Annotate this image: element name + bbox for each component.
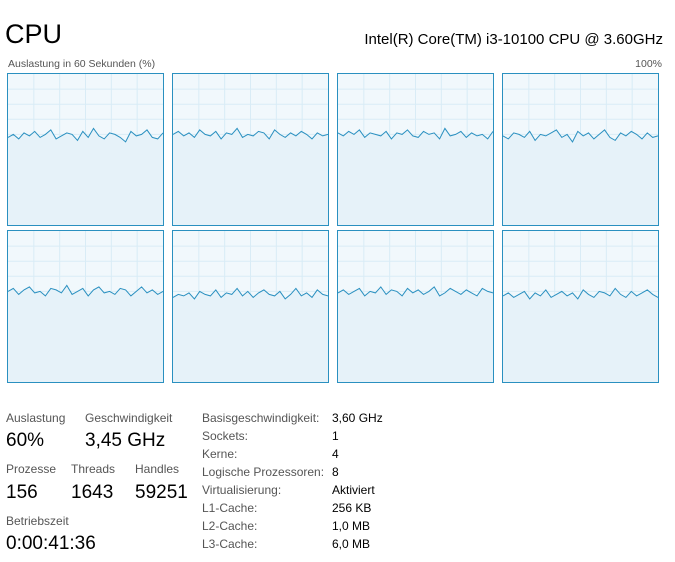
spec-value-l3-cache: 6,0 MB [332,537,371,551]
spec-label-sockets: Sockets: [202,429,249,443]
cpu-graph-1 [172,73,329,226]
spec-label-l2-cache: L2-Cache: [202,519,258,533]
threads-label: Threads [71,462,116,476]
spec-value-base-speed: 3,60 GHz [332,411,383,425]
cpu-model-name: Intel(R) Core(TM) i3-10100 CPU @ 3.60GHz [364,31,663,48]
cpu-area-7 [503,288,658,382]
cpu-graph-6 [337,230,494,383]
cpu-series-line-3 [503,129,658,143]
handles-value: 59251 [135,482,188,503]
spec-label-logical-processors: Logische Prozessoren: [202,465,325,479]
processes-label: Prozesse [6,462,57,476]
cpu-graph-canvas-2 [338,74,493,225]
cpu-graph-canvas-0 [8,74,163,225]
spec-value-sockets: 1 [332,429,339,443]
cpu-graph-4 [7,230,164,383]
spec-label-l3-cache: L3-Cache: [202,537,258,551]
cpu-graph-7 [502,230,659,383]
spec-label-base-speed: Basisgeschwindigkeit: [202,411,320,425]
uptime-value: 0:00:41:36 [6,533,96,554]
cpu-graph-canvas-7 [503,231,658,382]
graph-axis-label: Auslastung in 60 Sekunden (%) [8,58,156,70]
spec-value-cores: 4 [332,447,339,461]
cpu-series-line-1 [173,127,328,140]
utilization-value: 60% [6,430,45,451]
spec-value-virtualization: Aktiviert [332,483,375,497]
cpu-graph-canvas-6 [338,231,493,382]
spec-value-l1-cache: 256 KB [332,501,372,515]
cpu-series-line-4 [8,284,163,297]
cpu-series-line-7 [503,287,658,300]
cpu-graph-canvas-3 [503,74,658,225]
speed-label: Geschwindigkeit [85,411,173,425]
uptime-label: Betriebszeit [6,514,69,528]
spec-value-logical-processors: 8 [332,465,339,479]
cpu-graph-canvas-5 [173,231,328,382]
cpu-graph-canvas-4 [8,231,163,382]
spec-label-l1-cache: L1-Cache: [202,501,258,515]
processes-value: 156 [6,482,38,503]
cpu-area-4 [8,285,163,382]
cpu-area-2 [338,128,493,225]
cpu-series-line-5 [173,287,328,300]
cpu-series-line-6 [338,286,493,297]
cpu-area-1 [173,128,328,225]
utilization-label: Auslastung [6,411,66,425]
cpu-graph-0 [7,73,164,226]
speed-value: 3,45 GHz [85,430,166,451]
cpu-series-line-2 [338,127,493,140]
handles-label: Handles [135,462,180,476]
cpu-graph-3 [502,73,659,226]
spec-value-l2-cache: 1,0 MB [332,519,371,533]
spec-label-cores: Kerne: [202,447,238,461]
logical-processor-graphs [7,73,664,386]
threads-value: 1643 [71,482,114,503]
cpu-area-0 [8,128,163,225]
graph-max-label: 100% [635,58,662,70]
cpu-graph-5 [172,230,329,383]
cpu-area-6 [338,286,493,382]
spec-label-virtualization: Virtualisierung: [202,483,282,497]
page-title: CPU [5,19,63,49]
cpu-area-5 [173,288,328,382]
cpu-graph-canvas-1 [173,74,328,225]
cpu-graph-2 [337,73,494,226]
cpu-series-line-0 [8,127,163,143]
cpu-area-3 [503,129,658,225]
